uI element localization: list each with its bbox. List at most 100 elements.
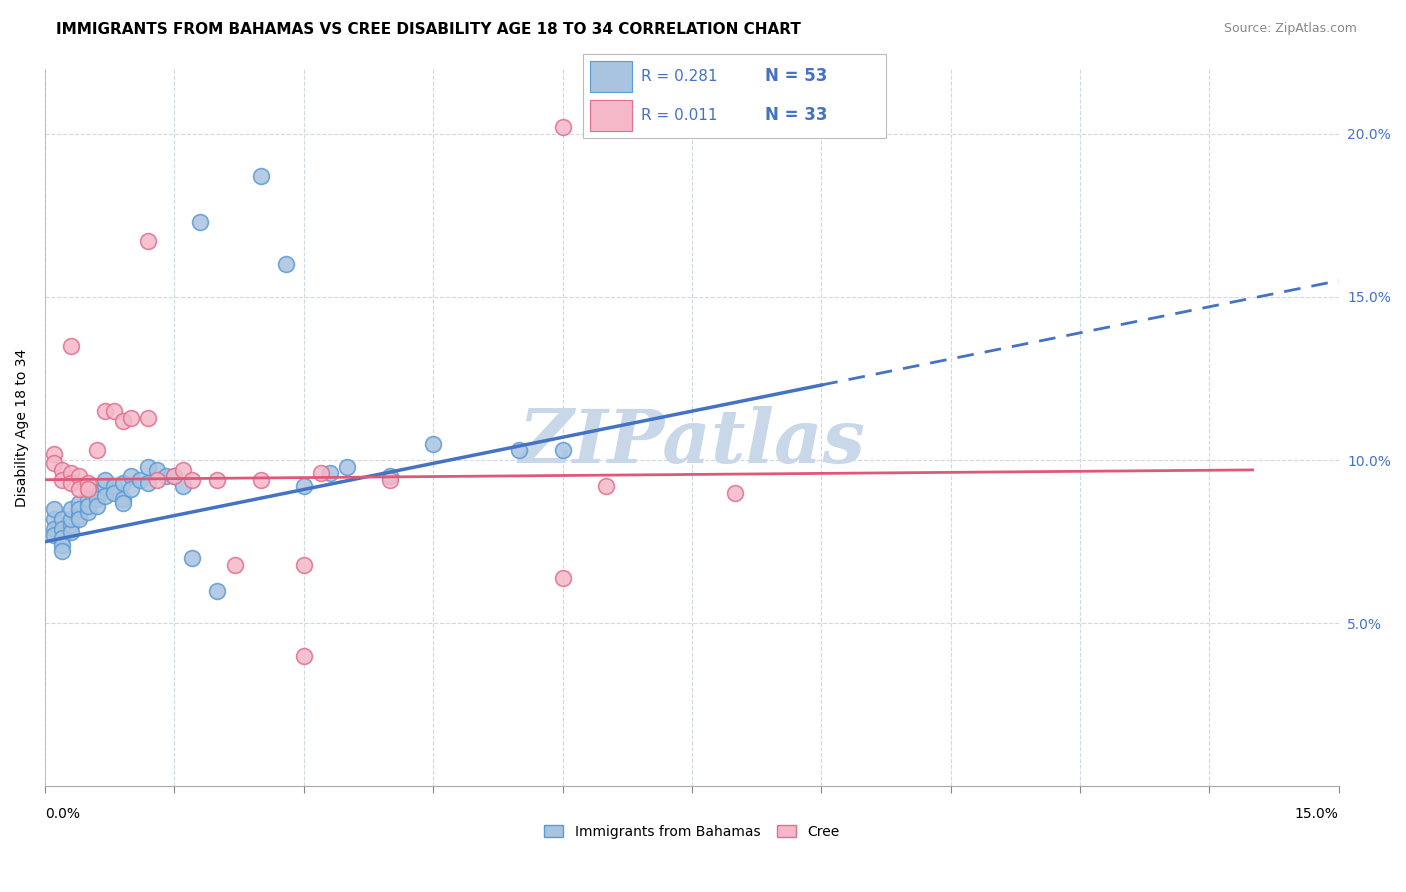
Point bbox=[163, 469, 186, 483]
Text: R = 0.281: R = 0.281 bbox=[641, 69, 717, 84]
Point bbox=[51, 463, 73, 477]
Point bbox=[207, 583, 229, 598]
Legend: Immigrants from Bahamas, Cree: Immigrants from Bahamas, Cree bbox=[538, 819, 845, 844]
Point bbox=[69, 512, 91, 526]
Text: R = 0.011: R = 0.011 bbox=[641, 108, 717, 123]
Point bbox=[138, 459, 160, 474]
Point bbox=[77, 483, 100, 497]
Point bbox=[86, 492, 108, 507]
Text: N = 53: N = 53 bbox=[765, 68, 827, 86]
Point bbox=[69, 508, 91, 523]
Point bbox=[292, 648, 315, 663]
FancyBboxPatch shape bbox=[589, 62, 631, 92]
Point bbox=[59, 466, 82, 480]
Point bbox=[59, 512, 82, 526]
Point bbox=[378, 469, 401, 483]
Point bbox=[551, 443, 574, 458]
Point bbox=[77, 499, 100, 513]
Text: IMMIGRANTS FROM BAHAMAS VS CREE DISABILITY AGE 18 TO 34 CORRELATION CHART: IMMIGRANTS FROM BAHAMAS VS CREE DISABILI… bbox=[56, 22, 801, 37]
Point bbox=[51, 473, 73, 487]
Text: Source: ZipAtlas.com: Source: ZipAtlas.com bbox=[1223, 22, 1357, 36]
Point bbox=[146, 473, 169, 487]
Point bbox=[94, 489, 117, 503]
Point bbox=[51, 512, 73, 526]
Point bbox=[86, 443, 108, 458]
Point bbox=[77, 492, 100, 507]
Point bbox=[77, 475, 100, 490]
Point bbox=[69, 483, 91, 497]
Point bbox=[42, 456, 65, 470]
Point bbox=[224, 558, 246, 572]
Point bbox=[59, 475, 82, 490]
Point bbox=[94, 404, 117, 418]
Point bbox=[42, 528, 65, 542]
Point bbox=[292, 558, 315, 572]
Point bbox=[94, 479, 117, 493]
Point bbox=[180, 551, 202, 566]
Point bbox=[51, 522, 73, 536]
Point bbox=[120, 483, 142, 497]
Text: 15.0%: 15.0% bbox=[1295, 806, 1339, 821]
Point bbox=[188, 215, 211, 229]
Point bbox=[59, 524, 82, 539]
Point bbox=[94, 473, 117, 487]
Text: N = 33: N = 33 bbox=[765, 106, 827, 124]
Point bbox=[69, 502, 91, 516]
Point bbox=[163, 469, 186, 483]
Point bbox=[309, 466, 332, 480]
Point bbox=[249, 169, 271, 184]
Point bbox=[86, 485, 108, 500]
Point bbox=[172, 463, 194, 477]
Point bbox=[69, 495, 91, 509]
FancyBboxPatch shape bbox=[589, 100, 631, 130]
Point bbox=[111, 492, 134, 507]
Point bbox=[59, 502, 82, 516]
Point bbox=[138, 475, 160, 490]
Point bbox=[422, 437, 444, 451]
Point bbox=[59, 339, 82, 353]
Point bbox=[111, 414, 134, 428]
Point bbox=[551, 120, 574, 135]
Point bbox=[180, 473, 202, 487]
Point bbox=[128, 473, 150, 487]
Point bbox=[51, 544, 73, 558]
Point bbox=[172, 479, 194, 493]
Point bbox=[111, 495, 134, 509]
Point bbox=[42, 522, 65, 536]
Point bbox=[111, 475, 134, 490]
Text: ZIPatlas: ZIPatlas bbox=[519, 406, 865, 478]
Point bbox=[103, 485, 125, 500]
Point bbox=[69, 469, 91, 483]
Point bbox=[155, 469, 177, 483]
Point bbox=[138, 410, 160, 425]
Point bbox=[276, 257, 298, 271]
Point bbox=[146, 463, 169, 477]
Point bbox=[378, 473, 401, 487]
Point bbox=[86, 499, 108, 513]
Text: 0.0%: 0.0% bbox=[45, 806, 80, 821]
Point bbox=[138, 235, 160, 249]
Point bbox=[336, 459, 359, 474]
Point bbox=[249, 473, 271, 487]
Point bbox=[103, 404, 125, 418]
Point bbox=[595, 479, 617, 493]
Point bbox=[59, 518, 82, 533]
Point bbox=[292, 479, 315, 493]
Y-axis label: Disability Age 18 to 34: Disability Age 18 to 34 bbox=[15, 349, 30, 507]
Point bbox=[51, 532, 73, 546]
Point bbox=[207, 473, 229, 487]
Point bbox=[77, 505, 100, 519]
Point bbox=[42, 502, 65, 516]
Point bbox=[551, 571, 574, 585]
Point bbox=[51, 538, 73, 552]
Point bbox=[120, 469, 142, 483]
Point bbox=[42, 447, 65, 461]
FancyBboxPatch shape bbox=[583, 54, 886, 138]
Point bbox=[508, 443, 530, 458]
Point bbox=[42, 512, 65, 526]
Point bbox=[318, 466, 340, 480]
Point bbox=[120, 410, 142, 425]
Point bbox=[724, 485, 747, 500]
Point bbox=[103, 479, 125, 493]
Point bbox=[77, 483, 100, 497]
